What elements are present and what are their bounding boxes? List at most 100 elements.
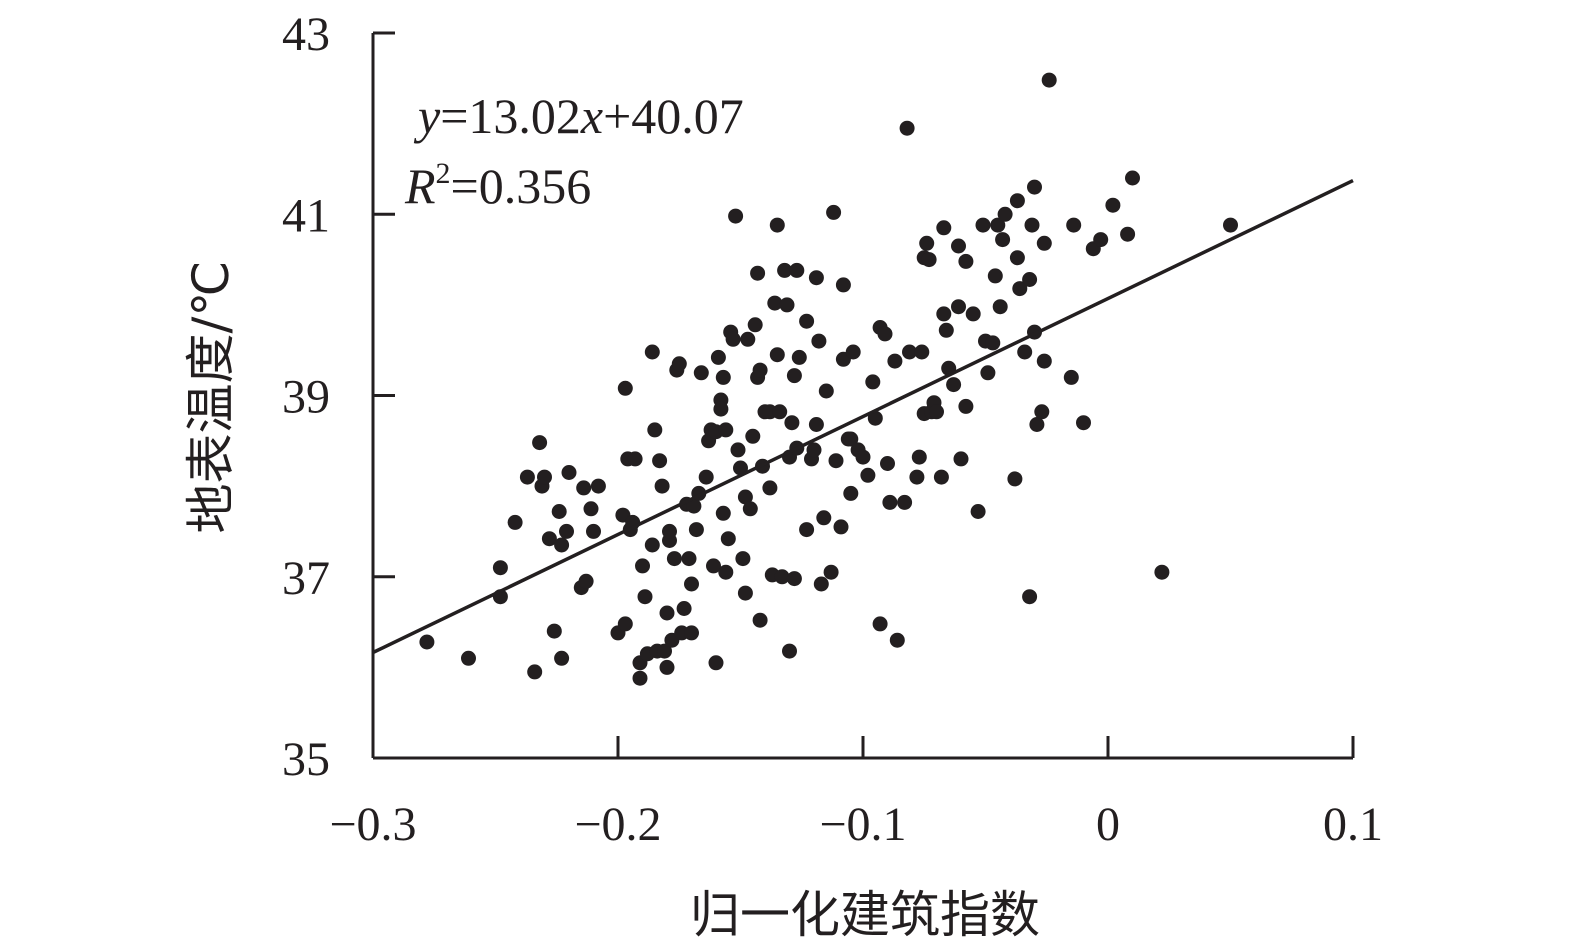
data-point — [1024, 217, 1040, 233]
data-point — [666, 551, 682, 567]
data-point — [946, 377, 962, 393]
data-point — [461, 650, 476, 666]
y-tick-label: 39 — [282, 371, 330, 424]
data-point — [880, 456, 895, 471]
data-point — [657, 643, 672, 659]
data-point — [933, 469, 949, 485]
data-point — [970, 504, 986, 519]
data-point — [1036, 353, 1052, 369]
data-point — [865, 374, 881, 390]
y-tick-label: 41 — [282, 189, 330, 242]
x-tick-label: 0 — [1096, 798, 1120, 851]
data-point — [1093, 232, 1109, 248]
data-point — [860, 467, 876, 483]
r2-symbol: R — [404, 158, 436, 214]
data-point — [728, 208, 744, 224]
data-point — [791, 349, 807, 365]
data-point — [698, 469, 714, 485]
data-point — [659, 605, 675, 621]
data-point — [735, 551, 751, 567]
data-point — [671, 356, 687, 372]
data-point — [887, 353, 903, 369]
data-point — [987, 268, 1003, 284]
data-point — [537, 469, 552, 485]
data-point — [951, 238, 966, 254]
data-point — [710, 349, 726, 365]
data-point — [951, 299, 966, 315]
data-point — [799, 522, 815, 538]
data-point — [576, 480, 592, 496]
data-point — [769, 217, 785, 233]
y-axis-title: 地表温度/℃ — [182, 261, 240, 534]
data-point — [828, 453, 844, 469]
data-point — [1022, 589, 1038, 605]
data-point — [617, 616, 633, 632]
data-point — [911, 449, 927, 465]
data-point — [652, 453, 668, 469]
data-point — [527, 664, 543, 680]
data-point — [492, 560, 508, 576]
data-point — [786, 571, 802, 587]
data-point — [965, 306, 981, 322]
x-tick-label: −0.3 — [329, 798, 416, 851]
data-point — [554, 650, 570, 666]
data-point — [632, 670, 648, 686]
data-point — [843, 485, 859, 501]
data-point — [762, 480, 778, 496]
data-point — [872, 616, 888, 632]
data-point — [769, 347, 785, 363]
data-point — [823, 564, 839, 580]
data-point — [507, 514, 523, 530]
data-point — [708, 655, 724, 671]
data-point — [767, 295, 783, 311]
y-ticks: 35 37 39 41 43 — [282, 8, 395, 786]
data-point — [867, 410, 883, 426]
data-point — [919, 235, 935, 251]
data-point — [554, 537, 570, 553]
data-point — [833, 519, 849, 535]
data-point — [921, 252, 937, 268]
data-point — [929, 404, 944, 420]
data-point — [808, 417, 824, 432]
data-point — [742, 501, 758, 517]
data-point — [693, 365, 709, 381]
data-point — [1034, 404, 1050, 420]
data-point — [902, 344, 917, 360]
eq-x-symbol: x — [580, 88, 603, 144]
eq-intercept: +40.07 — [603, 88, 744, 144]
data-point — [1009, 250, 1025, 266]
data-point — [647, 422, 663, 438]
data-point — [752, 612, 768, 628]
data-point — [909, 469, 925, 485]
data-point — [985, 335, 1001, 351]
x-tick-label: 0.1 — [1323, 798, 1383, 851]
data-point — [752, 362, 768, 378]
data-point — [637, 589, 653, 605]
data-point — [725, 331, 741, 347]
data-point — [720, 531, 736, 547]
data-point — [706, 558, 721, 574]
data-point — [997, 206, 1013, 222]
data-point — [1017, 344, 1033, 360]
data-point — [786, 368, 802, 384]
data-point — [958, 398, 974, 414]
data-point — [676, 601, 692, 616]
data-point — [684, 625, 699, 641]
data-point — [835, 277, 851, 293]
data-point — [713, 401, 729, 417]
data-point — [811, 333, 827, 349]
data-point — [1041, 72, 1057, 88]
data-point — [782, 643, 797, 659]
data-point — [1029, 417, 1045, 432]
data-point — [644, 344, 660, 360]
x-axis-title: 归一化建筑指数 — [690, 886, 1040, 944]
data-point — [750, 265, 766, 281]
data-point — [532, 435, 548, 451]
r2-value: =0.356 — [451, 158, 592, 214]
data-point — [784, 415, 800, 431]
scatter-points — [419, 72, 1238, 686]
y-tick-label: 43 — [282, 8, 330, 61]
data-point — [938, 322, 954, 338]
y-tick-label: 35 — [282, 733, 330, 786]
data-point — [644, 537, 660, 553]
